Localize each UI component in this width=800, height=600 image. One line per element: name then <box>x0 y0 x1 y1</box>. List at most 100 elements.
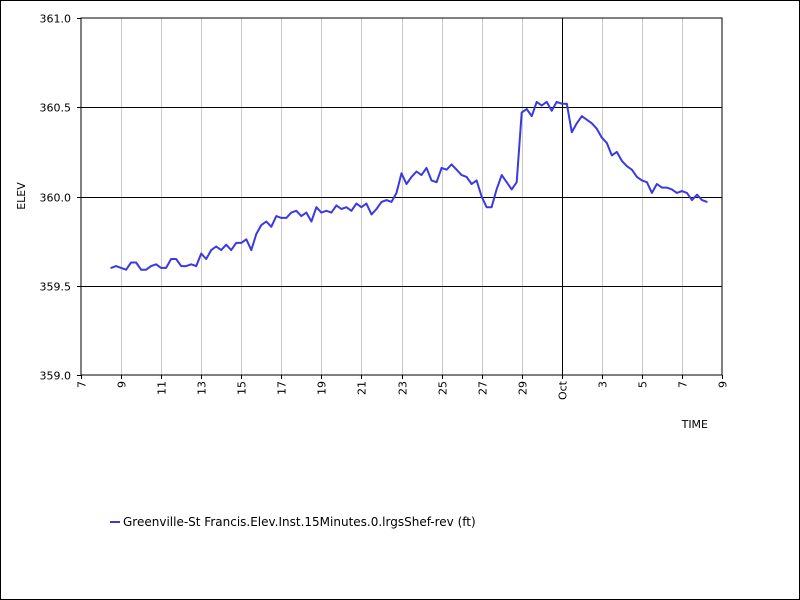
data-point <box>415 170 418 173</box>
data-point <box>465 176 468 178</box>
data-point <box>200 252 202 255</box>
data-point <box>470 183 473 185</box>
data-point <box>540 104 543 107</box>
data-point <box>120 267 122 269</box>
data-point <box>621 160 623 162</box>
data-point <box>495 188 498 191</box>
data-point <box>320 211 323 214</box>
data-point <box>345 206 348 208</box>
data-point <box>525 108 528 110</box>
data-point <box>365 202 368 205</box>
x-tick-label: 29 <box>517 381 530 395</box>
data-point <box>545 101 548 103</box>
data-point <box>701 199 703 201</box>
y-axis-label: ELEV <box>15 182 28 210</box>
data-point <box>410 176 413 178</box>
data-point <box>686 192 688 194</box>
data-point <box>576 122 578 125</box>
data-point <box>250 249 253 251</box>
data-point <box>566 102 568 105</box>
data-point <box>395 192 398 194</box>
y-tick-label: 361.0 <box>40 13 72 26</box>
data-point <box>315 206 318 208</box>
data-point <box>586 118 588 121</box>
data-point <box>550 110 553 112</box>
data-point <box>661 186 663 189</box>
data-point <box>140 268 142 271</box>
data-point <box>535 101 538 103</box>
data-point <box>631 168 633 171</box>
data-point <box>520 111 523 114</box>
data-point <box>480 195 483 198</box>
data-point <box>155 263 157 266</box>
data-point <box>195 265 197 267</box>
data-point <box>485 206 488 208</box>
y-tick-label: 360.5 <box>40 102 72 115</box>
data-point <box>591 122 593 125</box>
x-tick-label: 7 <box>677 381 690 388</box>
data-point <box>300 215 303 217</box>
data-point <box>555 101 558 103</box>
series-layer <box>110 100 708 271</box>
data-point <box>475 179 478 182</box>
x-tick-label: 9 <box>116 381 129 388</box>
x-tick-label: 7 <box>76 381 89 388</box>
minor-gridlines <box>121 18 683 375</box>
data-point <box>115 265 117 267</box>
x-axis-label: TIME <box>681 418 708 431</box>
data-point <box>380 201 383 203</box>
legend-series-label: Greenville-St Francis.Elev.Inst.15Minute… <box>123 515 476 529</box>
data-point <box>450 163 453 166</box>
data-point <box>290 211 293 214</box>
data-point <box>596 127 598 130</box>
data-point <box>150 265 152 267</box>
data-point <box>691 199 693 201</box>
data-point <box>400 172 403 175</box>
data-point <box>390 201 393 203</box>
y-tick-label: 359.5 <box>40 281 72 294</box>
data-point <box>145 268 147 271</box>
data-point <box>706 201 708 203</box>
data-point <box>355 202 358 205</box>
data-point <box>275 215 278 217</box>
data-point <box>641 179 643 182</box>
data-point <box>270 226 273 228</box>
data-point <box>350 210 353 212</box>
data-point <box>125 268 127 271</box>
x-tick-label: 27 <box>477 381 490 395</box>
data-point <box>235 242 237 244</box>
data-point <box>110 267 112 269</box>
data-point <box>515 181 518 183</box>
data-point <box>455 168 458 171</box>
data-point <box>240 242 243 244</box>
data-point <box>135 261 137 264</box>
data-point <box>430 179 433 182</box>
data-point <box>606 142 608 144</box>
data-point <box>651 192 653 194</box>
y-axis-ticks: 359.0 359.5 360.0 360.5 361.0 <box>40 13 81 383</box>
data-point <box>626 165 628 167</box>
data-point <box>360 206 363 208</box>
x-axis-ticks: 7 9 11 13 15 17 19 21 23 25 27 29 Oct 3 5 7 9 <box>76 375 730 400</box>
data-point <box>490 206 493 208</box>
data-point <box>245 238 248 241</box>
data-point <box>375 208 378 210</box>
data-point <box>260 224 263 226</box>
data-point <box>676 192 678 194</box>
data-point <box>405 183 408 185</box>
legend-swatch <box>110 521 120 523</box>
data-point <box>255 233 258 235</box>
x-tick-label: 23 <box>397 381 410 395</box>
data-point <box>160 267 162 269</box>
major-gridlines <box>81 18 722 375</box>
x-tick-label: 19 <box>316 381 329 395</box>
data-point <box>671 188 673 191</box>
x-tick-label: 9 <box>717 381 730 388</box>
data-point <box>385 199 388 201</box>
data-point <box>370 213 373 216</box>
data-point <box>325 210 328 212</box>
plot-area-border <box>80 17 723 376</box>
data-point <box>180 265 182 267</box>
